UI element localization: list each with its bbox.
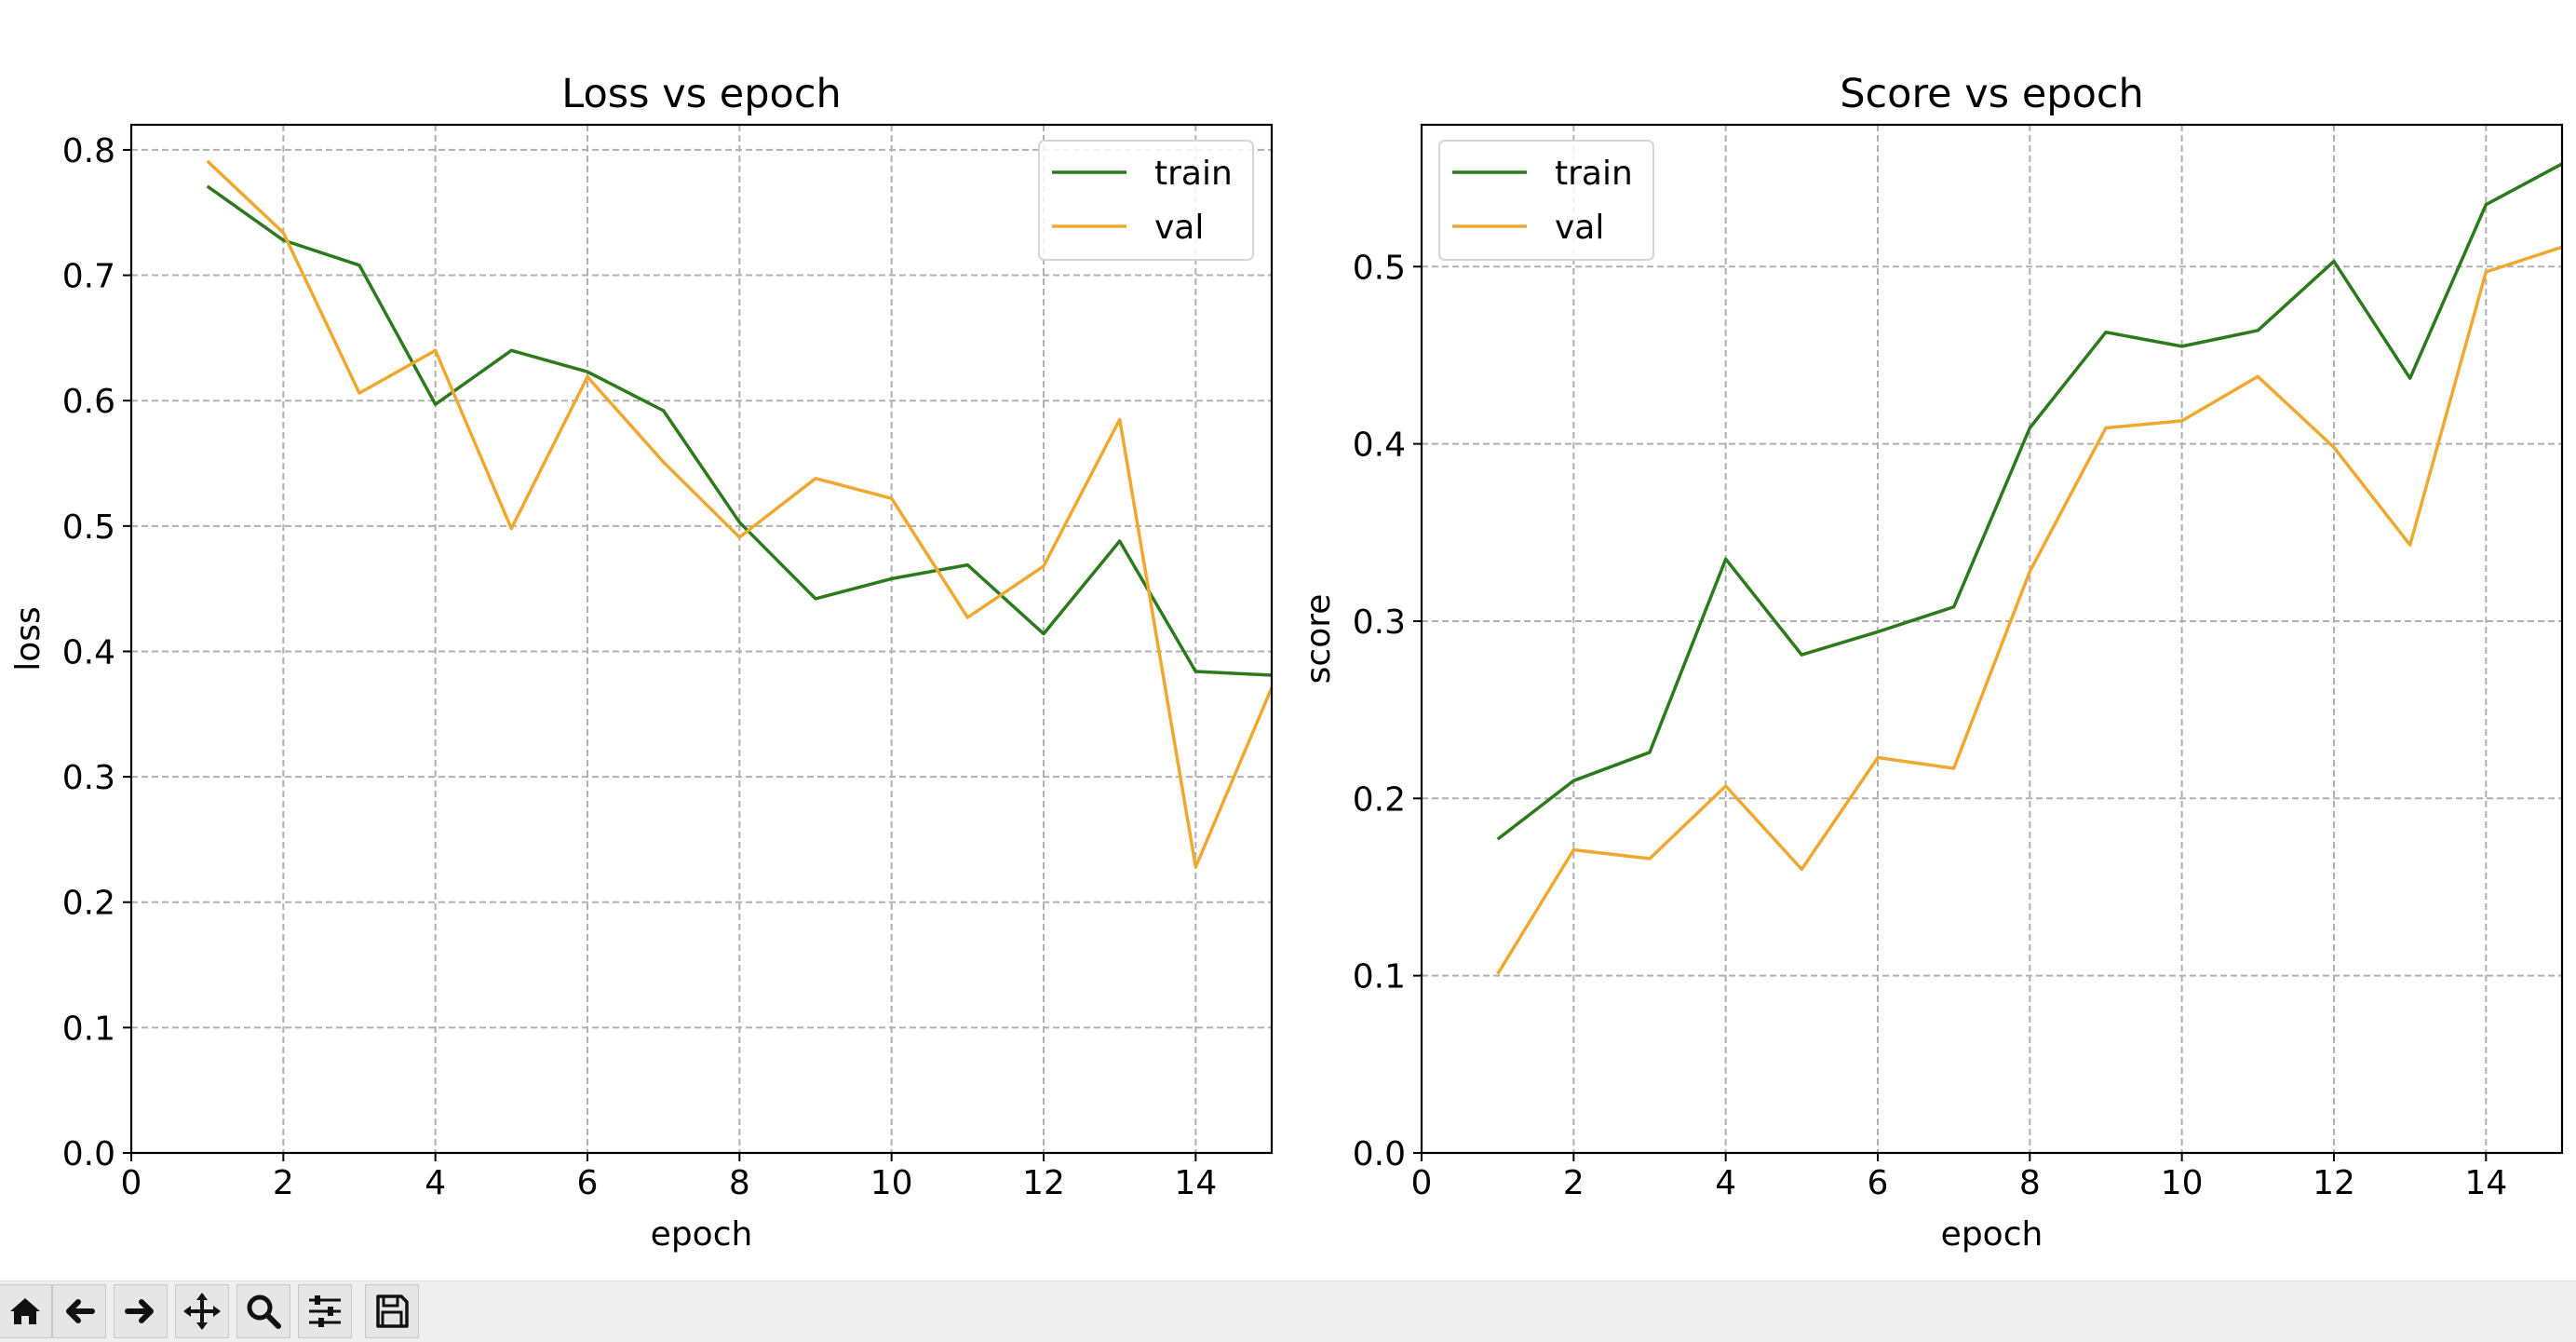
x-tick-label: 2 — [1563, 1164, 1585, 1202]
x-tick-label: 14 — [1174, 1164, 1217, 1202]
y-axis-label: score — [1300, 594, 1338, 685]
y-tick-label: 0.4 — [1353, 427, 1406, 465]
x-tick-label: 10 — [2161, 1164, 2204, 1202]
x-tick-label: 6 — [1868, 1164, 1889, 1202]
x-tick-label: 2 — [273, 1164, 294, 1202]
chart-1: 0 2 4 6 8 10 12 14 0.0 0.1 0.2 0.3 0.4 0.5 0.6 0.7 0.8 Lo… — [9, 71, 1272, 1254]
x-tick-label: 6 — [577, 1164, 599, 1202]
legend-label-val: val — [1154, 209, 1204, 247]
y-tick-label: 0.5 — [1353, 249, 1406, 287]
home-icon — [7, 1293, 44, 1330]
legend: train val — [1039, 141, 1253, 260]
y-axis-label: loss — [9, 606, 47, 671]
save-floppy-icon — [373, 1293, 411, 1330]
x-tick-label: 0 — [1411, 1164, 1433, 1202]
y-tick-label: 0.6 — [62, 383, 115, 421]
y-tick-label: 0.8 — [62, 132, 115, 170]
configure-subplots-icon — [305, 1292, 344, 1331]
back-button[interactable] — [52, 1284, 106, 1338]
y-tick-label: 0.1 — [1353, 958, 1406, 996]
back-arrow-icon — [61, 1293, 98, 1330]
x-tick-label: 8 — [729, 1164, 750, 1202]
series-line-train — [1498, 164, 2562, 839]
axes-frame — [131, 125, 1272, 1153]
x-tick-label: 10 — [870, 1164, 913, 1202]
figure-canvas: 0 2 4 6 8 10 12 14 0.0 0.1 0.2 0.3 0.4 0.5 0.6 0.7 0.8 Lo… — [0, 0, 2576, 1281]
x-axis-label: epoch — [651, 1215, 753, 1254]
chart-svg: 0 2 4 6 8 10 12 14 0.0 0.1 0.2 0.3 0.4 0.5 0.6 0.7 0.8 Lo… — [0, 0, 2576, 1281]
x-tick-label: 12 — [1022, 1164, 1065, 1202]
x-tick-label: 14 — [2464, 1164, 2507, 1202]
pan-button[interactable] — [175, 1284, 229, 1338]
y-tick-label: 0.3 — [62, 759, 115, 797]
axes-frame — [1422, 125, 2562, 1153]
y-tick-label: 0.2 — [1353, 780, 1406, 819]
legend-label-train: train — [1555, 155, 1633, 193]
forward-button[interactable] — [114, 1284, 168, 1338]
x-tick-label: 8 — [2019, 1164, 2041, 1202]
home-button[interactable] — [0, 1284, 52, 1338]
legend-label-train: train — [1154, 155, 1233, 193]
y-tick-label: 0.0 — [62, 1135, 115, 1173]
x-tick-label: 12 — [2313, 1164, 2355, 1202]
pan-move-icon — [182, 1291, 223, 1332]
y-tick-label: 0.0 — [1353, 1135, 1406, 1173]
navigation-toolbar — [0, 1281, 2576, 1342]
x-axis-label: epoch — [1941, 1215, 2043, 1254]
chart-title: Loss vs epoch — [561, 71, 841, 117]
y-tick-label: 0.5 — [62, 508, 115, 547]
y-tick-label: 0.4 — [62, 633, 115, 671]
zoom-button[interactable] — [236, 1284, 290, 1338]
y-tick-label: 0.2 — [62, 885, 115, 923]
chart-2: 0 2 4 6 8 10 12 14 0.0 0.1 0.2 0.3 0.4 0.5 Score vs ep… — [1300, 71, 2562, 1254]
save-button[interactable] — [365, 1284, 419, 1338]
x-tick-label: 0 — [121, 1164, 142, 1202]
x-tick-label: 4 — [425, 1164, 446, 1202]
legend-label-val: val — [1555, 209, 1604, 247]
legend: train val — [1439, 141, 1653, 260]
chart-title: Score vs epoch — [1840, 71, 2144, 117]
zoom-magnifier-icon — [244, 1292, 283, 1331]
y-tick-label: 0.7 — [62, 258, 115, 296]
y-tick-label: 0.3 — [1353, 603, 1406, 642]
x-tick-label: 4 — [1715, 1164, 1736, 1202]
y-tick-label: 0.1 — [62, 1010, 115, 1048]
configure-subplots-button[interactable] — [298, 1284, 352, 1338]
forward-arrow-icon — [122, 1293, 159, 1330]
